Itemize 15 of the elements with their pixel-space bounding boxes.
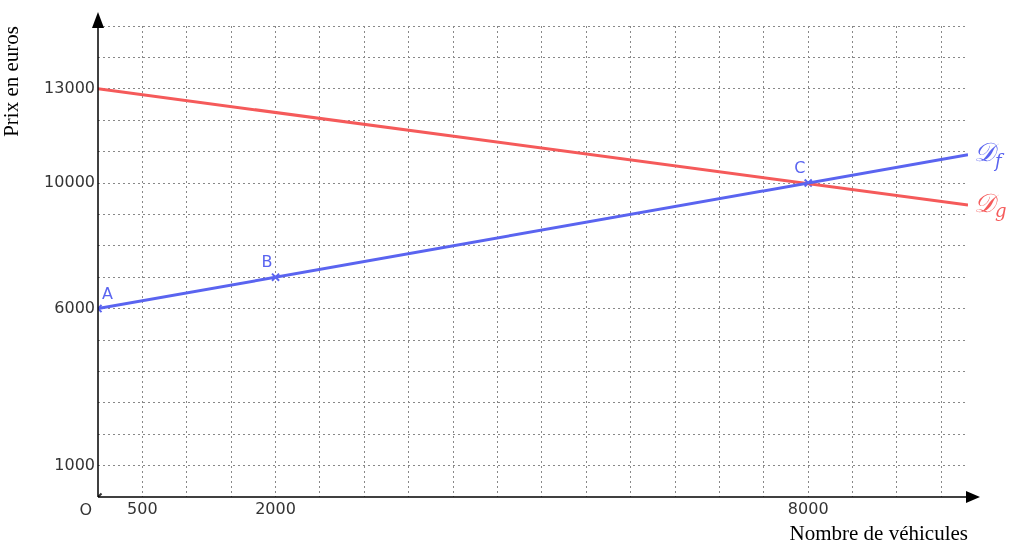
y-tick-label: 13000	[44, 77, 95, 97]
y-axis-title: Prix en euros	[0, 26, 24, 137]
y-tick-label: 6000	[54, 297, 95, 317]
point	[803, 178, 813, 188]
x-tick-label: 500	[127, 498, 158, 518]
y-tick-label: 1000	[54, 454, 95, 474]
x-axis-title: Nombre de véhicules	[789, 520, 968, 545]
point	[271, 272, 281, 282]
annotation: A	[102, 283, 113, 303]
annotation: O	[79, 500, 92, 520]
annotation: C	[794, 158, 806, 178]
annotation: B	[261, 252, 273, 272]
x-tick-label: 2000	[255, 498, 296, 518]
y-tick-label: 10000	[44, 172, 95, 192]
x-tick-label: 8000	[787, 498, 829, 518]
